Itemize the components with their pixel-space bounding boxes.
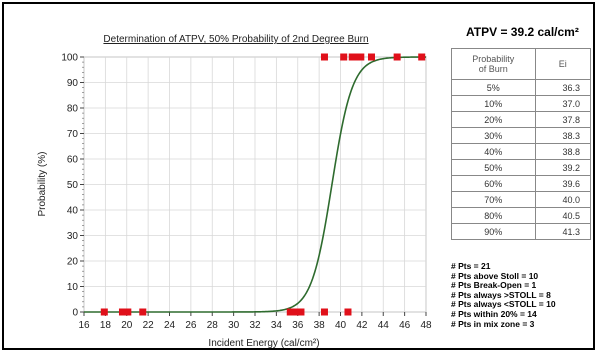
x-tick-label: 16 xyxy=(78,320,90,331)
data-point xyxy=(320,53,328,61)
data-point xyxy=(367,53,375,61)
x-tick-label: 34 xyxy=(271,320,283,331)
data-point xyxy=(344,308,352,316)
y-tick-label: 70 xyxy=(67,129,79,140)
probability-cell: 60% xyxy=(451,175,536,192)
stat-line: # Pts within 20% = 14 xyxy=(451,308,537,319)
y-axis-label: Probability (%) xyxy=(37,151,48,216)
chart-title: Determination of ATPV, 50% Probability o… xyxy=(103,34,368,45)
x-tick-label: 44 xyxy=(378,320,390,331)
data-point xyxy=(340,53,348,61)
data-point xyxy=(118,308,126,316)
ei-cell: 36.3 xyxy=(534,79,592,96)
table-row: 30% 38.3 xyxy=(451,127,592,144)
ei-cell: 40.5 xyxy=(534,207,592,224)
probability-cell: 30% xyxy=(451,127,536,144)
stat-line: # Pts always >STOLL = 8 xyxy=(451,289,551,300)
y-tick-label: 100 xyxy=(61,53,78,64)
table-row: 5% 36.3 xyxy=(451,79,592,96)
stats-list: # Pts = 21 # Pts above Stoll = 10 # Pts Br… xyxy=(451,261,556,329)
data-point xyxy=(320,308,328,316)
data-point xyxy=(139,308,147,316)
probability-cell: 10% xyxy=(451,95,536,112)
y-tick-label: 10 xyxy=(67,282,79,293)
grid xyxy=(83,56,427,313)
stat-line: # Pts in mix zone = 3 xyxy=(451,318,535,329)
stat-line: # Pts always <STOLL = 10 xyxy=(451,299,556,310)
y-tick-label: 30 xyxy=(67,231,79,242)
x-tick-label: 30 xyxy=(228,320,240,331)
ei-cell: 38.8 xyxy=(534,143,592,160)
data-point xyxy=(393,53,401,61)
x-tick-label: 40 xyxy=(335,320,347,331)
x-tick-label: 24 xyxy=(164,320,176,331)
y-tick-label: 40 xyxy=(67,206,79,217)
x-tick-label: 28 xyxy=(207,320,219,331)
table-row: 80% 40.5 xyxy=(451,207,592,224)
window-frame xyxy=(2,2,595,350)
probability-cell: 90% xyxy=(451,223,536,240)
table-row: 50% 39.2 xyxy=(451,159,592,176)
y-tick-label: 60 xyxy=(67,155,79,166)
ei-cell: 39.6 xyxy=(534,175,592,192)
probability-cell: 50% xyxy=(451,159,536,176)
atpv-title: ATPV = 39.2 cal/cm² xyxy=(466,25,579,39)
x-tick-label: 18 xyxy=(100,320,112,331)
table-row: 60% 39.6 xyxy=(451,175,592,192)
y-tick-label: 0 xyxy=(72,308,78,319)
y-tick-label: 90 xyxy=(67,78,79,89)
probability-table: Probability of Burn Ei 5% 36.3 10% 37.0 20% 3… xyxy=(451,48,592,240)
probability-cell: 70% xyxy=(451,191,536,208)
table-row: 90% 41.3 xyxy=(451,223,592,240)
data-point xyxy=(297,308,305,316)
table-row: 70% 40.0 xyxy=(451,191,592,208)
data-point xyxy=(293,308,301,316)
y-tick-label: 20 xyxy=(67,257,79,268)
x-tick-label: 20 xyxy=(121,320,133,331)
y-tick-label: 50 xyxy=(67,180,79,191)
table-row: 20% 37.8 xyxy=(451,111,592,128)
x-tick-label: 46 xyxy=(399,320,411,331)
x-tick-label: 36 xyxy=(292,320,304,331)
table-row: 10% 37.0 xyxy=(451,95,592,112)
x-axis: 16 18 20 22 24 26 28 30 32 34 36 38 40 42 44 46 48 xyxy=(78,312,432,331)
x-tick-label: 32 xyxy=(249,320,261,331)
x-axis-label: Incident Energy (cal/cm²) xyxy=(208,338,319,349)
x-tick-label: 38 xyxy=(314,320,326,331)
y-tick-label: 80 xyxy=(67,104,79,115)
data-point xyxy=(357,53,365,61)
y-axis: 0 10 20 30 40 50 60 70 80 90 100 xyxy=(61,53,84,319)
x-tick-label: 48 xyxy=(420,320,432,331)
x-tick-label: 26 xyxy=(185,320,197,331)
data-point xyxy=(418,53,426,61)
x-tick-label: 22 xyxy=(143,320,155,331)
data-point xyxy=(348,53,356,61)
table-row: 40% 38.8 xyxy=(451,143,592,160)
probability-cell: 80% xyxy=(451,207,536,224)
ei-cell: 40.0 xyxy=(534,191,592,208)
stat-line: # Pts Break-Open = 1 xyxy=(451,280,537,291)
data-point xyxy=(124,308,132,316)
ei-cell: 37.8 xyxy=(534,111,592,128)
ei-cell: 41.3 xyxy=(534,223,592,240)
table-header-ei: Ei xyxy=(534,48,592,80)
probability-cell: 40% xyxy=(451,143,536,160)
data-points xyxy=(100,53,426,316)
data-point xyxy=(286,308,294,316)
ei-cell: 38.3 xyxy=(534,127,592,144)
x-tick-label: 42 xyxy=(356,320,368,331)
stat-line: # Pts = 21 xyxy=(451,261,491,271)
stat-line: # Pts above Stoll = 10 xyxy=(451,270,539,281)
ei-cell: 37.0 xyxy=(534,95,592,112)
probability-cell: 5% xyxy=(451,79,536,96)
probability-cell: 20% xyxy=(451,111,536,128)
ei-cell: 39.2 xyxy=(534,159,592,176)
chart: Determination of ATPV, 50% Probability o… xyxy=(37,34,432,349)
table-header-probability: Probability of Burn xyxy=(451,48,536,80)
data-point xyxy=(100,308,108,316)
